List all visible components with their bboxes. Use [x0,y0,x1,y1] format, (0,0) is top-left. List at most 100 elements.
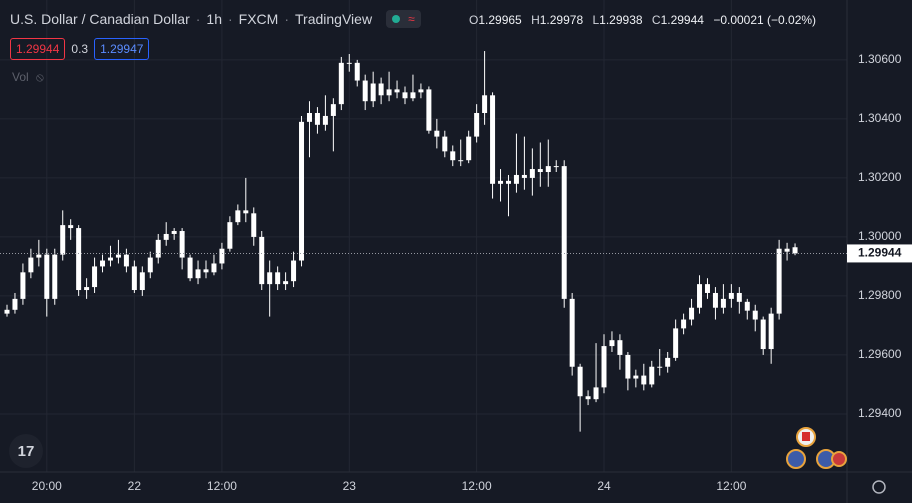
candle-body [235,210,241,223]
candle-body [275,272,281,285]
candle-body [521,174,527,178]
candle-body [76,228,82,291]
candle-body [354,62,360,81]
y-tick-label: 1.30600 [858,52,902,66]
candle-body [171,231,177,234]
candle-body [44,254,50,299]
ohlc-label: L [592,13,600,27]
candle-body [474,113,480,137]
candle-body [306,113,312,122]
source: FXCM [238,11,279,27]
candle-body [617,340,623,355]
candle-body [291,260,297,282]
candle-body [545,166,551,173]
candle-body [251,213,257,237]
candle-body [720,298,726,308]
candle-body [537,169,543,173]
x-tick-label: 22 [128,479,142,493]
open-value: 1.29965 [478,13,522,27]
spread: 0.3 [71,42,89,56]
x-tick-label: 12:00 [462,479,492,493]
candle-body [155,239,161,258]
candle-body [362,80,368,102]
candle-body [410,92,416,99]
candle-body [609,340,615,347]
interval[interactable]: 1h [206,11,222,27]
candle-body [681,319,687,329]
candle-body [211,263,217,273]
candle-body [697,284,703,308]
close-value: 1.29944 [660,13,704,27]
separator: · [195,11,201,27]
candle-body [314,113,320,125]
candle-body [657,366,663,368]
candle-body [346,62,352,64]
candle-body [505,180,511,184]
candle-body [123,254,129,267]
candle-body [649,366,655,385]
candle-body [283,281,289,285]
candle-body [219,248,225,264]
status-icon: ≈ [408,12,415,26]
candle-body [60,225,66,255]
candle-body [633,375,639,379]
candle-body [704,284,710,293]
x-tick-label: 12:00 [716,479,746,493]
candle-body [736,292,742,302]
volume-label[interactable]: Vol ⦸ [12,70,44,84]
candle-body [195,269,201,279]
candle-body [68,225,74,229]
ohlc-label: C [651,13,661,27]
candle-body [243,210,249,214]
candle-body [513,174,519,184]
market-open-dot [392,15,401,23]
candle-body [12,298,18,310]
candle-body [442,136,448,152]
last-price-label: 1.29944 [858,246,902,260]
candle-body [378,83,384,96]
candle-body [139,272,145,291]
bid-price[interactable]: 1.29944 [10,38,66,60]
candle-body [338,62,344,105]
candle-body [641,375,647,385]
candle-body [267,272,273,285]
y-tick-label: 1.30000 [858,229,902,243]
candle-body [553,166,559,168]
candle-body [330,104,336,116]
x-tick-label: 23 [343,479,357,493]
candle-body [792,247,798,254]
candle-body [482,95,488,114]
ohlc-label: H [531,13,540,27]
candle-body [561,166,567,299]
ohlc-label: O [469,13,479,27]
candle-body [227,222,233,249]
status-badge[interactable]: ≈ [386,10,421,28]
candle-body [577,366,583,397]
candle-body [760,319,766,350]
volume-text: Vol [12,70,29,84]
candle-body [625,354,631,379]
symbol-header: U.S. Dollar / Canadian Dollar · 1h · FXC… [10,10,421,28]
y-tick-label: 1.30200 [858,170,902,184]
ask-price[interactable]: 1.29947 [94,38,150,60]
candle-body [370,83,376,102]
candle-body [776,248,782,314]
candle-body [4,309,10,314]
candle-body [712,292,718,308]
y-tick-label: 1.29800 [858,288,902,302]
candle-body [768,313,774,350]
candle-body [418,89,424,93]
separator: · [228,11,233,27]
x-tick-label: 12:00 [207,479,237,493]
candle-body [402,92,408,99]
event-flags [786,427,847,469]
candle-body [107,257,113,261]
settings-icon[interactable] [872,480,886,494]
candle-body [163,233,169,240]
tv-logo: 17 [9,434,43,468]
candle-body [593,387,599,400]
low-value: 1.29938 [599,13,643,27]
symbol-name[interactable]: U.S. Dollar / Canadian Dollar [10,11,190,27]
